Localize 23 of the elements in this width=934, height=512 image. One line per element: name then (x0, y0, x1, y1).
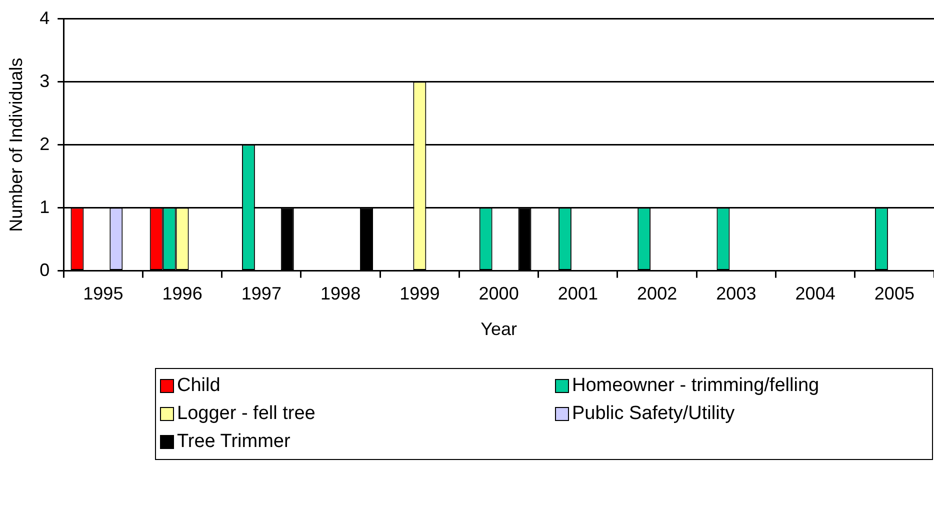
x-tick-label: 1999 (400, 284, 440, 304)
x-tick-label: 1997 (241, 284, 282, 304)
legend-label: Child (177, 375, 220, 397)
x-tick-label: 2003 (716, 284, 756, 304)
y-tick-label: 0 (40, 260, 50, 280)
x-tick-label: 2001 (558, 284, 598, 304)
x-axis-title: Year (480, 319, 517, 340)
x-tick-label: 1996 (162, 284, 202, 304)
y-tick-label: 2 (40, 134, 50, 154)
y-tick-label: 4 (40, 8, 50, 28)
x-tick-label: 2005 (874, 284, 914, 304)
y-tick-label: 3 (40, 70, 50, 91)
legend-label: Logger - fell tree (177, 403, 316, 425)
x-tick-label: 2000 (478, 284, 519, 304)
x-tick-label: 1998 (320, 284, 361, 304)
x-tick-label: 2004 (795, 284, 836, 304)
x-tick-label: 2002 (637, 284, 678, 304)
legend-label: Homeowner - trimming/felling (572, 375, 820, 397)
x-tick-label: 1995 (83, 284, 124, 304)
legend-label: Tree Trimmer (177, 431, 290, 453)
legend-label: Public Safety/Utility (572, 403, 735, 425)
y-tick-label: 1 (40, 196, 50, 217)
y-axis-title: Number of Individuals (6, 58, 26, 232)
